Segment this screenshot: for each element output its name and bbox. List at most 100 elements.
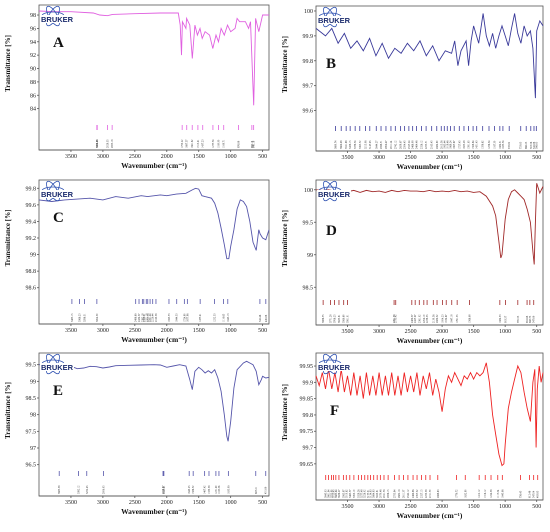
y-axis-title: Transmittance [%] [4, 35, 12, 92]
peak-label: 1601.82 [191, 139, 194, 148]
peak-label: 2297.78 [147, 313, 150, 322]
peak-label: 3044.27 [375, 140, 378, 149]
y-tick-label: 98 [30, 13, 36, 19]
y-axis-title: Transmittance [%] [4, 382, 12, 439]
peak-label: 2068.63 [437, 489, 440, 498]
peak-label: 1045.13 [227, 313, 230, 322]
peak-label: 1252.53 [214, 313, 217, 322]
peak-label: 3305.72 [359, 140, 362, 149]
logo-backing [317, 363, 351, 371]
peak-label: 3463.77 [349, 489, 352, 498]
y-tick-label: 99 [30, 379, 36, 385]
peak-label: 2253.71 [425, 140, 428, 149]
peak-label: 1477.41 [199, 313, 202, 322]
peak-label: 547.94 [533, 490, 536, 498]
peak-label: 2761.78 [393, 314, 396, 323]
x-tick-label: 1000 [225, 328, 237, 334]
peak-label: 3753.89 [331, 489, 334, 498]
peak-label: 3177.91 [367, 489, 370, 498]
peak-label: 3286.31 [84, 313, 87, 322]
peak-label: 3723.45 [332, 489, 335, 498]
peak-label: 3706.25 [334, 314, 337, 323]
peak-label: 3029.81 [376, 489, 379, 498]
peak-label: 1761.35 [456, 314, 459, 323]
peak-label: 1407.42 [204, 485, 207, 494]
bruker-logo: BRUKER [317, 353, 351, 375]
logo-backing [40, 15, 74, 23]
x-tick-label: 3500 [342, 329, 354, 335]
peak-label: 451.00 [265, 486, 268, 494]
panel-label: F [330, 403, 339, 419]
x-tick-label: 3000 [97, 328, 109, 334]
peak-label: 3600.08 [340, 140, 343, 149]
y-tick-label: 99.7 [303, 84, 314, 90]
logo-text: BRUKER [41, 363, 74, 372]
logo-text: BRUKER [318, 363, 351, 372]
x-tick-label: 1000 [225, 154, 237, 160]
plot-frame [38, 4, 270, 151]
x-tick-label: 1500 [193, 154, 205, 160]
panel-e: 3500 3000 2500 2000 1500 1000 500 96.5 97 97.5 98 9… [4, 352, 270, 516]
y-tick-label: 94 [30, 40, 36, 46]
peak-label: 756.45 [520, 490, 523, 498]
peak-label: 2013.56 [440, 140, 443, 149]
peak-label: 1687.57 [186, 139, 189, 148]
peak-label: 1581.05 [468, 140, 471, 149]
peak-label: 1965.73 [168, 313, 171, 322]
bruker-logo: BRUKER [40, 180, 74, 202]
peak-label: 1110.65 [223, 313, 226, 322]
x-tick-label: 1500 [468, 504, 480, 510]
y-tick-label: 99.2 [26, 236, 37, 242]
peak-label: 2928.35 [106, 139, 109, 148]
peak-label: 3771.28 [329, 314, 332, 323]
peak-label: 2261.44 [149, 313, 152, 322]
peak-label: 3252.45 [86, 485, 89, 494]
y-axis-title: Transmittance [%] [281, 210, 289, 267]
x-tick-label: 1500 [468, 329, 480, 335]
x-tick-label: 3500 [65, 328, 77, 334]
panel-label: D [326, 223, 337, 239]
peak-label: 2611.37 [403, 489, 406, 498]
peak-label: 3277.48 [361, 489, 364, 498]
x-tick-label: 1500 [193, 328, 205, 334]
peak-label: 668.18 [251, 140, 254, 148]
x-tick-label: 500 [258, 500, 267, 506]
peak-label: 3845.93 [325, 489, 328, 498]
peak-label: 1339.38 [208, 485, 211, 494]
peak-label: 449.88 [265, 314, 268, 322]
peak-label: 2658.07 [400, 140, 403, 149]
bruker-logo: BRUKER [317, 6, 351, 28]
peak-label: 3215.96 [364, 140, 367, 149]
peak-label: 2238.35 [426, 314, 429, 323]
peak-label: 2045.41 [163, 485, 166, 494]
y-axis-title: Transmittance [%] [281, 384, 289, 441]
peak-label: 1117.34 [497, 489, 500, 498]
y-tick-label: 100 [304, 188, 313, 194]
peak-label: 1224.38 [490, 489, 493, 498]
panel-d: 3500 3000 2500 2000 1500 1000 500 98.5 99 99.5 100… [281, 179, 544, 345]
peak-label: 3560.69 [343, 314, 346, 323]
x-tick-label: 2500 [129, 154, 141, 160]
peak-label: 753.03 [520, 141, 523, 149]
y-axis-title: Transmittance [%] [4, 210, 12, 267]
peak-label: 3458.15 [349, 140, 352, 149]
y-tick-label: 99.6 [26, 203, 37, 209]
x-tick-label: 2500 [405, 329, 417, 335]
peak-label: 2466.98 [412, 140, 415, 149]
peak-label: 3094.39 [96, 313, 99, 322]
peak-label: 2321.18 [145, 313, 148, 322]
x-tick-label: 3000 [373, 504, 385, 510]
peak-label: 1277.74 [212, 139, 215, 148]
peak-label: 799.55 [517, 315, 520, 323]
peak-label: 3501.91 [346, 314, 349, 323]
peak-label: 608.75 [529, 315, 532, 323]
y-tick-label: 99.75 [300, 429, 314, 435]
peak-label: 2856.15 [387, 489, 390, 498]
peak-label: 2139.56 [432, 314, 435, 323]
peak-label: 1770.72 [456, 489, 459, 498]
peak-label: 2460.86 [412, 489, 415, 498]
peak-label: 2259.38 [425, 489, 428, 498]
x-tick-label: 1000 [499, 329, 511, 335]
peak-label: 2080.52 [436, 314, 439, 323]
peak-label: 3134.83 [370, 489, 373, 498]
